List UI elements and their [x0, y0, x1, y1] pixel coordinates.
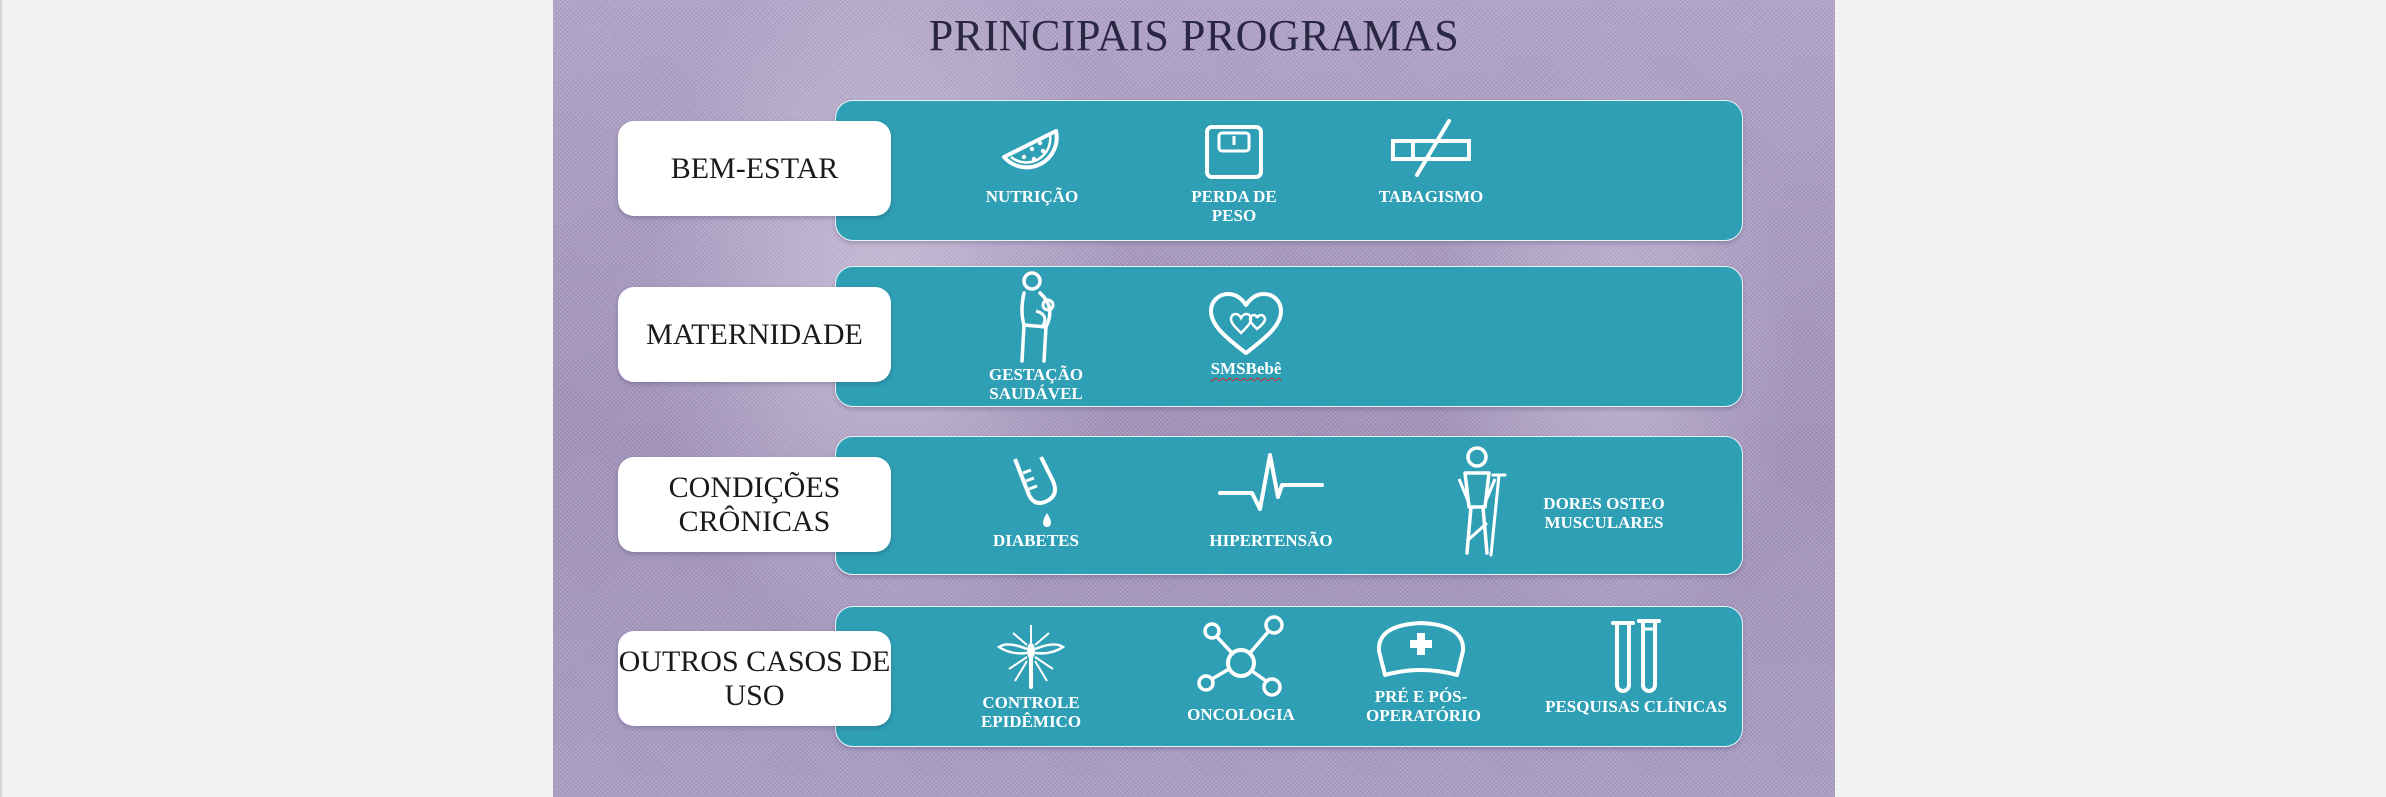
program-item-nutricao: NUTRIÇÃO [977, 121, 1087, 206]
test-tubes-icon [1611, 619, 1661, 693]
program-label: PESQUISAS CLÍNICAS [1545, 697, 1727, 716]
watermelon-icon [1002, 129, 1059, 170]
no-smoking-icon [1391, 119, 1471, 177]
program-item-hipertensao: HIPERTENSÃO [1196, 447, 1346, 550]
program-item-perda-de-peso: PERDA DE PESO [1179, 121, 1289, 225]
molecule-icon [1197, 615, 1284, 697]
program-item-tabagismo: TABAGISMO [1366, 115, 1496, 206]
program-panel-condicoes-cronicas: DIABETES HIPERTENSÃO DORES OSTEO MUSCULA… [835, 436, 1743, 575]
program-label: CONTROLE EPIDÊMICO [980, 693, 1082, 731]
program-panel-maternidade: GESTAÇÃO SAUDÁVEL SMSBebê [835, 266, 1743, 407]
program-label: HIPERTENSÃO [1209, 531, 1333, 550]
program-item-oncologia: ONCOLOGIA [1181, 611, 1301, 724]
program-label: DIABETES [993, 531, 1079, 550]
pregnant-woman-icon [1020, 271, 1055, 363]
program-item-pesquisas-clinicas: PESQUISAS CLÍNICAS [1536, 615, 1736, 716]
program-item-dores-osteo-icon [1444, 445, 1514, 559]
program-panel-outros-casos-de-uso: CONTROLE EPIDÊMICO ONCOLOGIA PRÉ [835, 606, 1743, 747]
program-item-gestacao-saudavel: GESTAÇÃO SAUDÁVEL [981, 271, 1091, 403]
category-label-bem-estar: BEM-ESTAR [618, 121, 891, 216]
scale-icon [1205, 125, 1263, 179]
program-label: ONCOLOGIA [1187, 705, 1295, 724]
program-label: GESTAÇÃO SAUDÁVEL [988, 365, 1084, 403]
nurse-cap-icon [1376, 621, 1466, 677]
program-label: PRÉ E PÓS-OPERATÓRIO [1366, 687, 1481, 725]
program-label: TABAGISMO [1378, 187, 1484, 206]
program-item-diabetes: DIABETES [981, 451, 1091, 550]
program-label: NUTRIÇÃO [985, 187, 1079, 206]
program-label: PERDA DE PESO [1191, 187, 1277, 225]
slide: PRINCIPAIS PROGRAMAS NUTRIÇÃO PERDA DE P… [553, 0, 1835, 797]
window-edge [0, 0, 2, 797]
category-label-outros-casos-de-uso: OUTROS CASOS DE USO [618, 631, 891, 726]
program-panel-bem-estar: NUTRIÇÃO PERDA DE PESO TABAGISMO [835, 100, 1743, 241]
program-item-smsbebe: SMSBebê [1191, 289, 1301, 378]
program-item-controle-epidemico: CONTROLE EPIDÊMICO [971, 621, 1091, 731]
heart-icon [1209, 292, 1283, 355]
glucose-meter-icon [1013, 456, 1057, 527]
heartbeat-icon [1218, 453, 1324, 511]
program-item-dores-osteo-musculares: DORES OSTEO MUSCULARES [1543, 494, 1665, 532]
crutch-person-icon [1457, 446, 1507, 557]
mosquito-icon [996, 625, 1066, 689]
program-item-pre-pos-operatorio: PRÉ E PÓS-OPERATÓRIO [1346, 615, 1496, 725]
category-label-maternidade: MATERNIDADE [618, 287, 891, 382]
page-title: PRINCIPAIS PROGRAMAS [928, 11, 1460, 60]
category-label-condicoes-cronicas: CONDIÇÕES CRÔNICAS [618, 457, 891, 552]
program-label: SMSBebê [1210, 359, 1282, 378]
